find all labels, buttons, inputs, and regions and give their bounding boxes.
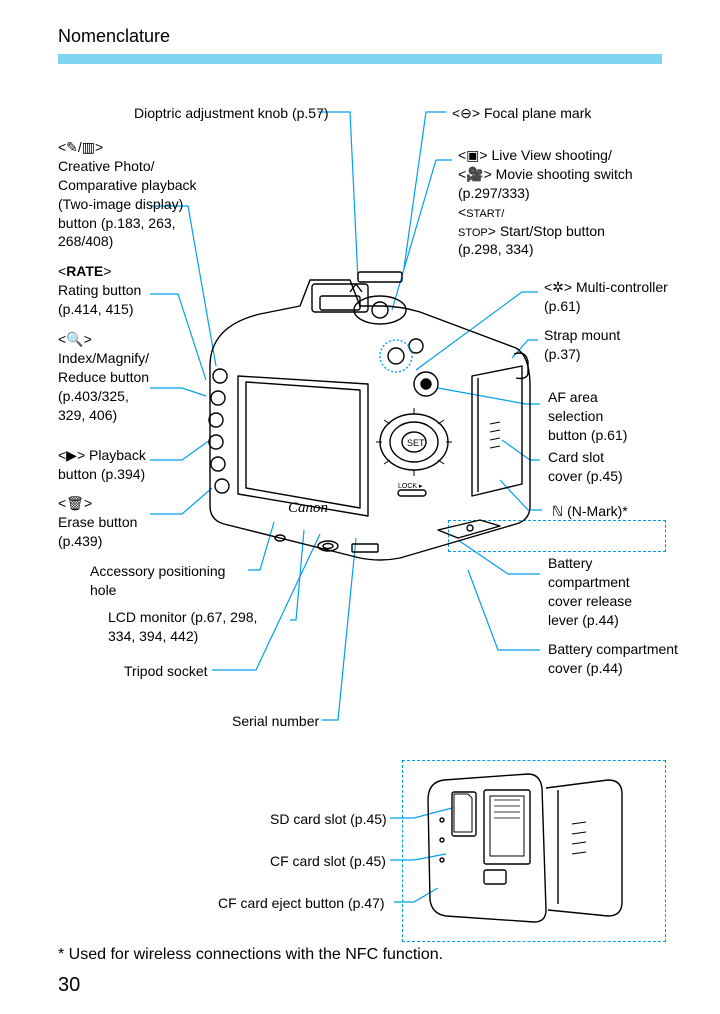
svg-text:Canon: Canon — [288, 500, 328, 516]
label-multi-controller: <✲> Multi-controller(p.61) — [544, 278, 668, 316]
label-erase: <🗑>Erase button(p.439) — [58, 494, 137, 551]
label-focal-plane: <⊖> Focal plane mark — [452, 104, 591, 123]
label-serial: Serial number — [232, 712, 319, 731]
label-cf-slot: CF card slot (p.45) — [270, 852, 386, 871]
label-live-view: <▣> Live View shooting/<🎥> Movie shootin… — [458, 146, 633, 259]
svg-text:LOCK ▸: LOCK ▸ — [398, 483, 423, 490]
page-number: 30 — [58, 974, 80, 997]
label-battery-release: Batterycompartmentcover releaselever (p.… — [548, 554, 632, 630]
label-tripod: Tripod socket — [124, 662, 208, 681]
label-rate: <RATE>Rating button(p.414, 415) — [58, 262, 141, 319]
label-creative: <✎/▥>Creative Photo/Comparative playback… — [58, 138, 197, 251]
label-sd-slot: SD card slot (p.45) — [270, 810, 387, 829]
label-dioptric: Dioptric adjustment knob (p.57) — [134, 104, 329, 123]
footnote: * Used for wireless connections with the… — [58, 946, 443, 964]
label-playback: <▶> Playbackbutton (p.394) — [58, 446, 146, 484]
label-n-mark: ℕ (N-Mark)* — [552, 502, 628, 521]
camera-diagram-card-detail — [418, 770, 638, 930]
label-lcd: LCD monitor (p.67, 298,334, 394, 442) — [108, 608, 257, 646]
camera-diagram-main: Canon SET LOCK ▸ — [180, 266, 560, 586]
label-index-magnify: <🔍>Index/Magnify/Reduce button(p.403/325… — [58, 330, 149, 424]
label-battery-cover: Battery compartmentcover (p.44) — [548, 640, 678, 678]
svg-text:SET: SET — [407, 438, 425, 448]
label-cf-eject: CF card eject button (p.47) — [218, 894, 385, 913]
